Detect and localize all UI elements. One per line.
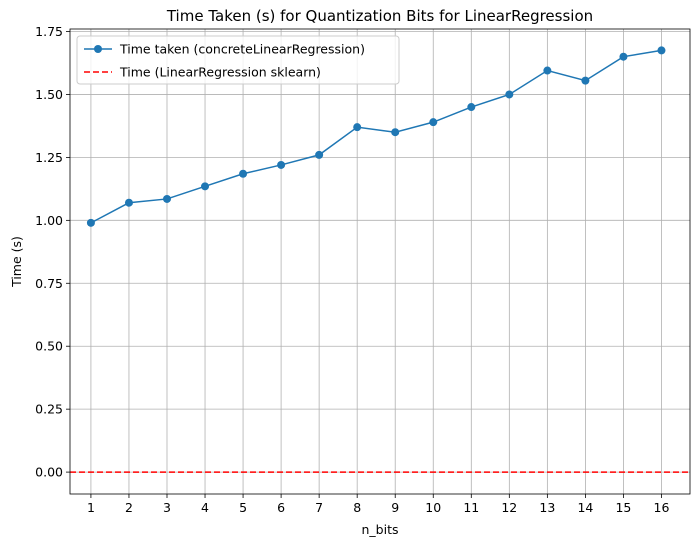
- x-tick-label: 12: [501, 500, 517, 515]
- concrete-series-line: [90, 49, 662, 224]
- data-point: [581, 76, 590, 85]
- data-point: [201, 182, 210, 191]
- x-tick-label: 7: [315, 500, 323, 515]
- chart-title: Time Taken (s) for Quantization Bits for…: [166, 7, 593, 25]
- data-point: [86, 218, 95, 227]
- legend-label-sklearn: Time (LinearRegression sklearn): [119, 65, 321, 80]
- x-tick-label: 4: [201, 500, 209, 515]
- data-point: [162, 194, 171, 203]
- x-axis-label: n_bits: [362, 522, 399, 537]
- plot-frame: [69, 28, 691, 495]
- x-axis-ticks: 1 2 3 4 5 6 7 8 9 10 11 12 13 14 15 16: [87, 494, 670, 515]
- data-point: [467, 103, 476, 112]
- data-point: [505, 90, 514, 99]
- y-tick-label: 0.75: [35, 276, 63, 291]
- y-tick-label: 1.75: [35, 24, 63, 39]
- y-tick-label: 0.00: [35, 465, 63, 480]
- x-tick-label: 5: [239, 500, 247, 515]
- x-tick-label: 8: [353, 500, 361, 515]
- x-tick-label: 2: [125, 500, 133, 515]
- legend-marker-concrete: [94, 45, 102, 53]
- data-point: [315, 150, 324, 159]
- series-points: [86, 46, 666, 227]
- data-point: [543, 66, 552, 75]
- x-tick-label: 11: [463, 500, 479, 515]
- y-axis-label: Time (s): [9, 236, 24, 288]
- y-tick-label: 0.50: [35, 339, 63, 354]
- y-tick-label: 1.50: [35, 87, 63, 102]
- x-tick-label: 9: [391, 500, 399, 515]
- y-tick-label: 1.25: [35, 150, 63, 165]
- data-point: [391, 128, 400, 137]
- x-tick-label: 1: [87, 500, 95, 515]
- data-point: [239, 169, 248, 178]
- data-point: [124, 198, 133, 207]
- x-tick-label: 6: [277, 500, 285, 515]
- x-tick-label: 13: [539, 500, 555, 515]
- legend: Time taken (concreteLinearRegression) Ti…: [76, 35, 400, 85]
- data-point: [619, 52, 628, 61]
- y-axis-ticks: 0.00 0.25 0.50 0.75 1.00 1.25 1.50 1.75: [35, 24, 70, 480]
- data-point: [277, 160, 286, 169]
- grid: [70, 29, 690, 494]
- data-point: [657, 46, 666, 55]
- series-line: [90, 49, 662, 224]
- legend-label-concrete: Time taken (concreteLinearRegression): [119, 42, 365, 57]
- x-tick-label: 15: [615, 500, 631, 515]
- x-tick-label: 10: [425, 500, 441, 515]
- y-tick-label: 0.25: [35, 402, 63, 417]
- data-point: [353, 123, 362, 132]
- x-tick-label: 14: [577, 500, 593, 515]
- y-tick-label: 1.00: [35, 213, 63, 228]
- x-tick-label: 16: [654, 500, 670, 515]
- data-point: [429, 118, 438, 127]
- legend-box: [76, 35, 400, 85]
- x-tick-label: 3: [163, 500, 171, 515]
